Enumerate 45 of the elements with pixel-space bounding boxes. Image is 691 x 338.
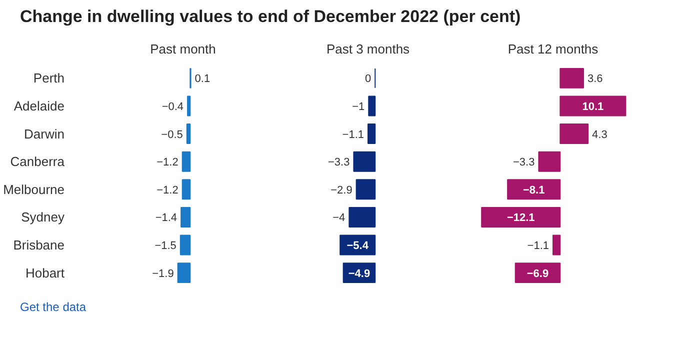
data-label: −1.4: [155, 212, 178, 224]
data-label: 10.1: [582, 101, 604, 114]
data-label: −6.9: [526, 268, 549, 280]
data-label: −1.2: [156, 184, 178, 197]
data-label: −8.1: [522, 184, 545, 197]
bar: [538, 152, 561, 172]
data-label: −0.4: [162, 101, 184, 114]
data-label: −4.9: [348, 268, 370, 280]
bar: [481, 207, 561, 228]
bar: [560, 68, 584, 89]
chart-subtitle: Past month: [150, 42, 216, 57]
y-tick-label: Sydney: [21, 210, 65, 225]
data-label: −2.9: [330, 184, 352, 197]
y-tick-label: Adelaide: [14, 98, 65, 114]
data-label: 0.1: [194, 73, 210, 86]
data-label: −4: [332, 212, 346, 224]
data-label: −3.3: [328, 156, 350, 169]
text: Change in dwelling values to end of December 2022 (per cent): [20, 6, 521, 28]
bar: [507, 179, 561, 200]
data-label: −0.5: [161, 129, 183, 142]
y-tick-label: Darwin: [24, 126, 65, 142]
chart-subtitle: Past 3 months: [326, 42, 410, 57]
y-tick-label: Hobart: [25, 266, 65, 281]
data-label: −12.1: [506, 212, 535, 224]
data-label: 4.3: [592, 129, 608, 142]
data-label: −1.1: [342, 129, 364, 142]
y-tick-label: Brisbane: [13, 238, 65, 253]
y-tick-label: Canberra: [10, 154, 66, 170]
data-label: −1.9: [152, 268, 174, 280]
data-label: −1: [352, 101, 365, 114]
bar: [560, 124, 589, 144]
data-label: 3.6: [588, 73, 603, 86]
y-tick-label: Perth: [33, 70, 65, 86]
data-label: −1.5: [154, 240, 176, 252]
y-tick-label: Melbourne: [3, 182, 65, 198]
data-label: 0: [365, 73, 372, 86]
data-label: −1.2: [156, 156, 178, 169]
data-label: −5.4: [346, 240, 370, 252]
bar: [552, 235, 561, 256]
data-label: −1.1: [527, 240, 550, 252]
chart-subtitle: Past 12 months: [508, 42, 599, 57]
bar: [514, 262, 561, 284]
data-label: −3.3: [513, 156, 535, 169]
bar: [560, 96, 626, 116]
text: Get the data: [20, 299, 86, 316]
